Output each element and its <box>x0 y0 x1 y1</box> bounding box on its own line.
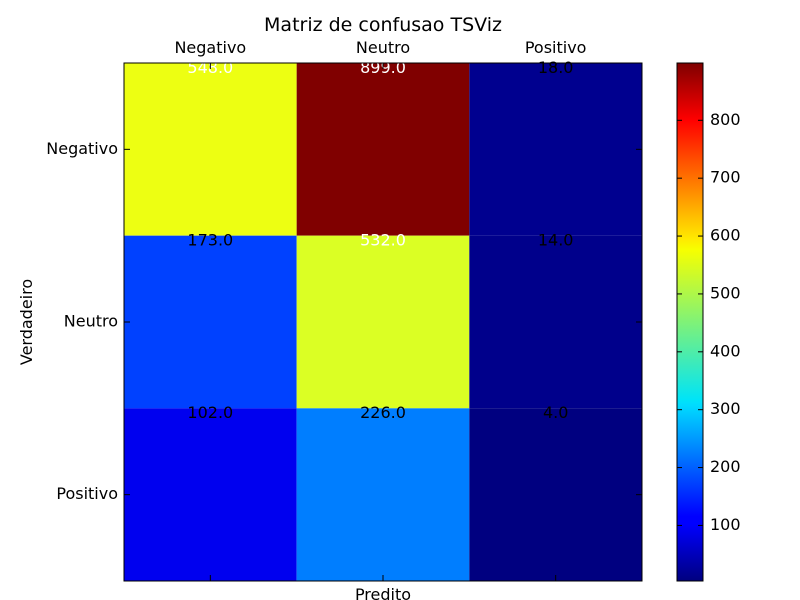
x-tick-label: Positivo <box>525 38 587 57</box>
colorbar-ticks: 100 200 300 400 500 600 700 800 <box>677 110 741 534</box>
cell-value-label: 102.0 <box>187 403 233 422</box>
x-tick-label: Negativo <box>174 38 246 57</box>
colorbar-tick-label: 700 <box>710 168 741 187</box>
y-tick-label: Negativo <box>46 139 118 158</box>
cell-value-label: 4.0 <box>543 403 568 422</box>
colorbar <box>676 62 704 582</box>
colorbar-tick-label: 100 <box>710 515 741 534</box>
cell-value-label: 173.0 <box>187 231 233 250</box>
heatmap-cell <box>469 63 642 236</box>
x-axis-ticks: Negativo Neutro Positivo <box>174 38 586 581</box>
heatmap-cell <box>124 63 297 236</box>
x-axis-label: Predito <box>355 585 411 600</box>
heatmap-cells <box>124 63 642 581</box>
y-tick-label: Positivo <box>56 484 118 503</box>
chart-title: Matriz de confusao TSViz <box>264 14 502 36</box>
heatmap-cell <box>124 408 297 581</box>
y-tick-label: Neutro <box>64 312 118 331</box>
colorbar-tick-label: 600 <box>710 226 741 245</box>
colorbar-tick-label: 800 <box>710 110 741 129</box>
cell-value-label: 532.0 <box>360 231 406 250</box>
heatmap-cell <box>296 408 470 581</box>
y-axis-ticks: Negativo Neutro Positivo <box>46 139 642 503</box>
heatmap-cell <box>296 63 470 236</box>
x-tick-label: Neutro <box>356 38 410 57</box>
y-axis-label: Verdadeiro <box>17 279 36 365</box>
colorbar-tick-label: 300 <box>710 399 741 418</box>
heatmap-cell <box>124 235 297 409</box>
colorbar-tick-label: 400 <box>710 341 741 360</box>
colorbar-tick-label: 200 <box>710 457 741 476</box>
cell-value-label: 14.0 <box>538 231 574 250</box>
heatmap-cell <box>469 408 642 581</box>
cell-value-label: 226.0 <box>360 403 406 422</box>
heatmap-cell <box>296 235 470 409</box>
heatmap-cell <box>469 235 642 409</box>
colorbar-tick-label: 500 <box>710 283 741 302</box>
